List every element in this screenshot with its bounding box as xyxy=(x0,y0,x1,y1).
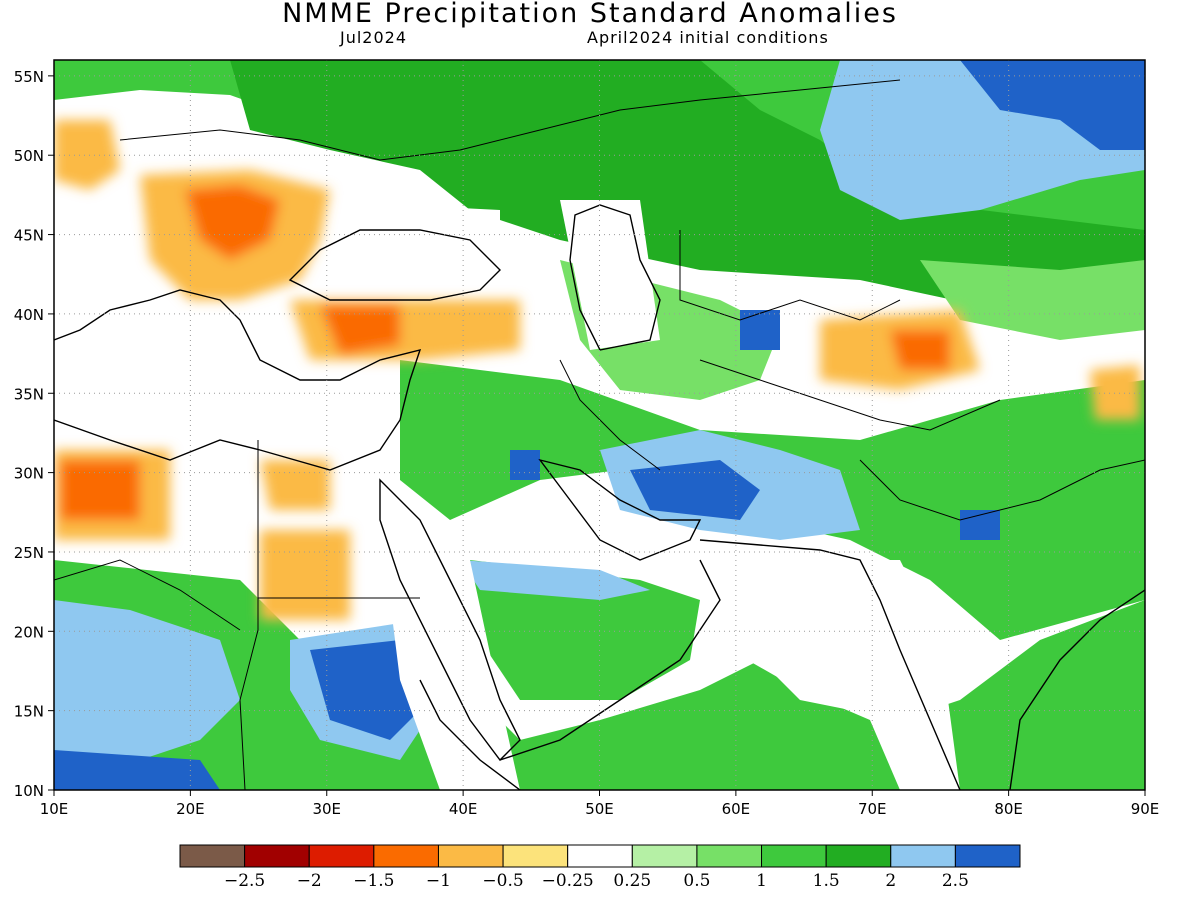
coastline-caspian-sea xyxy=(569,204,661,351)
wet-region-sahel-blue xyxy=(54,750,220,790)
wet-region-sahel-lightblue xyxy=(54,600,240,760)
colorbar-swatch xyxy=(437,844,504,868)
dry-region-turkey-core xyxy=(320,305,400,355)
colorbar-swatch xyxy=(244,844,310,868)
lat-tick-label: 15N xyxy=(14,703,44,721)
colorbar-swatch xyxy=(567,844,633,868)
colorbar-tick-label: −0.25 xyxy=(542,871,594,891)
lon-tick-label: 30E xyxy=(312,800,341,818)
neutral-black-sea xyxy=(300,200,500,290)
gridlines xyxy=(54,60,1145,790)
wet-region-siberia-blue xyxy=(960,60,1145,150)
coastline-india-east xyxy=(1009,589,1145,790)
wet-region-central-asia xyxy=(230,60,1145,310)
dry-region-tibet-spot xyxy=(1090,365,1140,420)
lat-tick-label: 55N xyxy=(14,68,44,86)
longitude-tick-labels: 10E 20E 30E 40E 50E 60E 70E 80E 90E xyxy=(40,790,1160,818)
coastline-arabia-south xyxy=(499,559,721,761)
border-sahara xyxy=(54,559,241,631)
latitude-tick-labels: 10N 15N 20N 25N 30N 35N 40N 45N 50N 55N xyxy=(14,68,54,800)
colorbar-tick-label: −1.5 xyxy=(353,871,394,891)
lon-tick-label: 60E xyxy=(722,800,751,818)
border-iran-afghanistan-pakistan xyxy=(699,359,1001,431)
lat-tick-label: 35N xyxy=(14,385,44,403)
border-europe-russia xyxy=(119,79,901,161)
coastline-india-west xyxy=(699,539,961,790)
lon-tick-label: 10E xyxy=(40,800,69,818)
lat-tick-label: 25N xyxy=(14,544,44,562)
border-central-asia xyxy=(679,230,901,321)
colorbar xyxy=(179,844,1021,868)
coastline-mediterranean xyxy=(54,289,422,471)
lat-tick-label: 20N xyxy=(14,623,44,641)
colorbar-tick-label: −1 xyxy=(426,871,451,891)
wet-region-arabia-lightblue xyxy=(460,560,650,600)
colorbar-swatch xyxy=(502,844,569,868)
coastline-black-sea xyxy=(288,229,501,301)
lat-tick-label: 30N xyxy=(14,465,44,483)
wet-region-iran-blue xyxy=(630,460,760,520)
colorbar-swatch xyxy=(890,844,956,868)
neutral-india-west xyxy=(680,560,960,790)
colorbar-tick-label: −0.5 xyxy=(482,871,523,891)
border-egypt-libya xyxy=(239,440,259,790)
colorbar-tick-label: −2.5 xyxy=(224,871,265,891)
dry-region-libya-core xyxy=(60,460,140,520)
colorbar-swatch xyxy=(179,844,246,868)
wet-region-tibet xyxy=(920,260,1145,340)
target-month-label: Jul2024 xyxy=(340,28,408,47)
coastline-red-sea xyxy=(379,478,521,762)
colorbar-swatch xyxy=(631,844,698,868)
colorbar-tick-label: 0.25 xyxy=(613,871,651,891)
colorbar-swatch xyxy=(825,844,892,868)
lat-tick-label: 50N xyxy=(14,147,44,165)
wet-region-arabia xyxy=(470,560,700,700)
colorbar-labels: −2.5 −2 −1.5 −1 −0.5 −0.25 0.25 0.5 1 1.5 2 2.5 xyxy=(224,871,969,891)
lat-tick-label: 40N xyxy=(14,306,44,324)
colorbar-tick-label: 1.5 xyxy=(813,871,840,891)
lat-tick-label: 10N xyxy=(14,782,44,800)
colorbar-swatch xyxy=(308,844,375,868)
colorbar-tick-label: −2 xyxy=(297,871,322,891)
colorbar-swatch xyxy=(761,844,827,868)
coastline-horn-africa xyxy=(419,679,521,790)
colorbar-swatch xyxy=(954,844,1021,868)
dry-region-central-europe xyxy=(54,120,120,190)
initial-conditions-label: April2024 initial conditions xyxy=(587,28,829,47)
lon-tick-label: 80E xyxy=(994,800,1023,818)
colorbar-swatch xyxy=(373,844,439,868)
lon-tick-label: 50E xyxy=(585,800,614,818)
chart-title: NMME Precipitation Standard Anomalies xyxy=(282,0,898,29)
lon-tick-label: 70E xyxy=(858,800,887,818)
lon-tick-label: 90E xyxy=(1131,800,1160,818)
border-india-nepal xyxy=(859,459,1145,521)
wet-spot-iraq xyxy=(510,450,540,480)
dry-region-egypt-south xyxy=(260,530,350,620)
lon-tick-label: 20E xyxy=(176,800,205,818)
colorbar-tick-label: 2 xyxy=(885,871,896,891)
neutral-red-sea xyxy=(380,520,520,790)
lon-tick-label: 40E xyxy=(449,800,478,818)
wet-spot-turkmenistan xyxy=(740,310,780,350)
colorbar-tick-label: 1 xyxy=(756,871,767,891)
colorbar-swatch xyxy=(696,844,763,868)
dry-region-balkans-core xyxy=(185,185,280,260)
dry-region-egypt-north xyxy=(260,460,330,510)
coastlines xyxy=(54,204,1145,790)
dry-region-pamir-core xyxy=(890,330,950,370)
lat-tick-label: 45N xyxy=(14,227,44,245)
colorbar-tick-label: 0.5 xyxy=(683,871,710,891)
colorbar-tick-label: 2.5 xyxy=(942,871,969,891)
